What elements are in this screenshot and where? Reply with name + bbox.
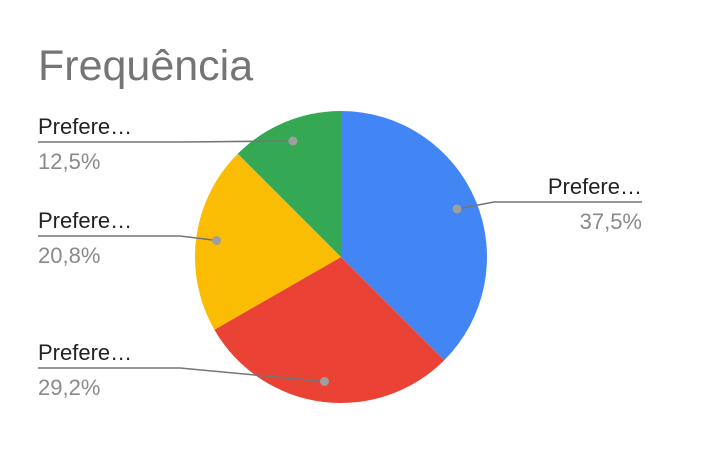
- leader-line-3: [38, 235, 217, 242]
- slice-label-2: Prefere…: [38, 340, 132, 365]
- slice-percent-2: 29,2%: [38, 375, 100, 400]
- slice-label-4: Prefere…: [38, 114, 132, 139]
- pie-slice-2: [214, 257, 445, 403]
- leader-line-4: [38, 140, 293, 143]
- leaders-layer: [38, 136, 642, 386]
- slice-label-3: Prefere…: [38, 208, 132, 233]
- slice-label-1: Prefere…: [548, 174, 642, 199]
- leader-line-2: [38, 367, 325, 383]
- leader-dot-1: [452, 204, 462, 214]
- chart-title: Frequência: [38, 42, 254, 90]
- leader-dot-4: [288, 136, 298, 146]
- slices-layer: [195, 111, 487, 403]
- leader-dot-3: [212, 235, 222, 245]
- labels-layer: Prefere… 37,5% Prefere… 29,2% Prefere… 20,8% P…: [38, 114, 642, 400]
- slice-percent-1: 37,5%: [580, 209, 642, 234]
- slice-percent-3: 20,8%: [38, 243, 100, 268]
- pie-slice-3: [195, 153, 341, 330]
- leader-dot-2: [319, 376, 329, 386]
- pie-slice-4: [237, 111, 341, 257]
- pie-slice-1: [341, 111, 487, 361]
- slice-percent-4: 12,5%: [38, 149, 100, 174]
- leader-line-1: [456, 201, 642, 210]
